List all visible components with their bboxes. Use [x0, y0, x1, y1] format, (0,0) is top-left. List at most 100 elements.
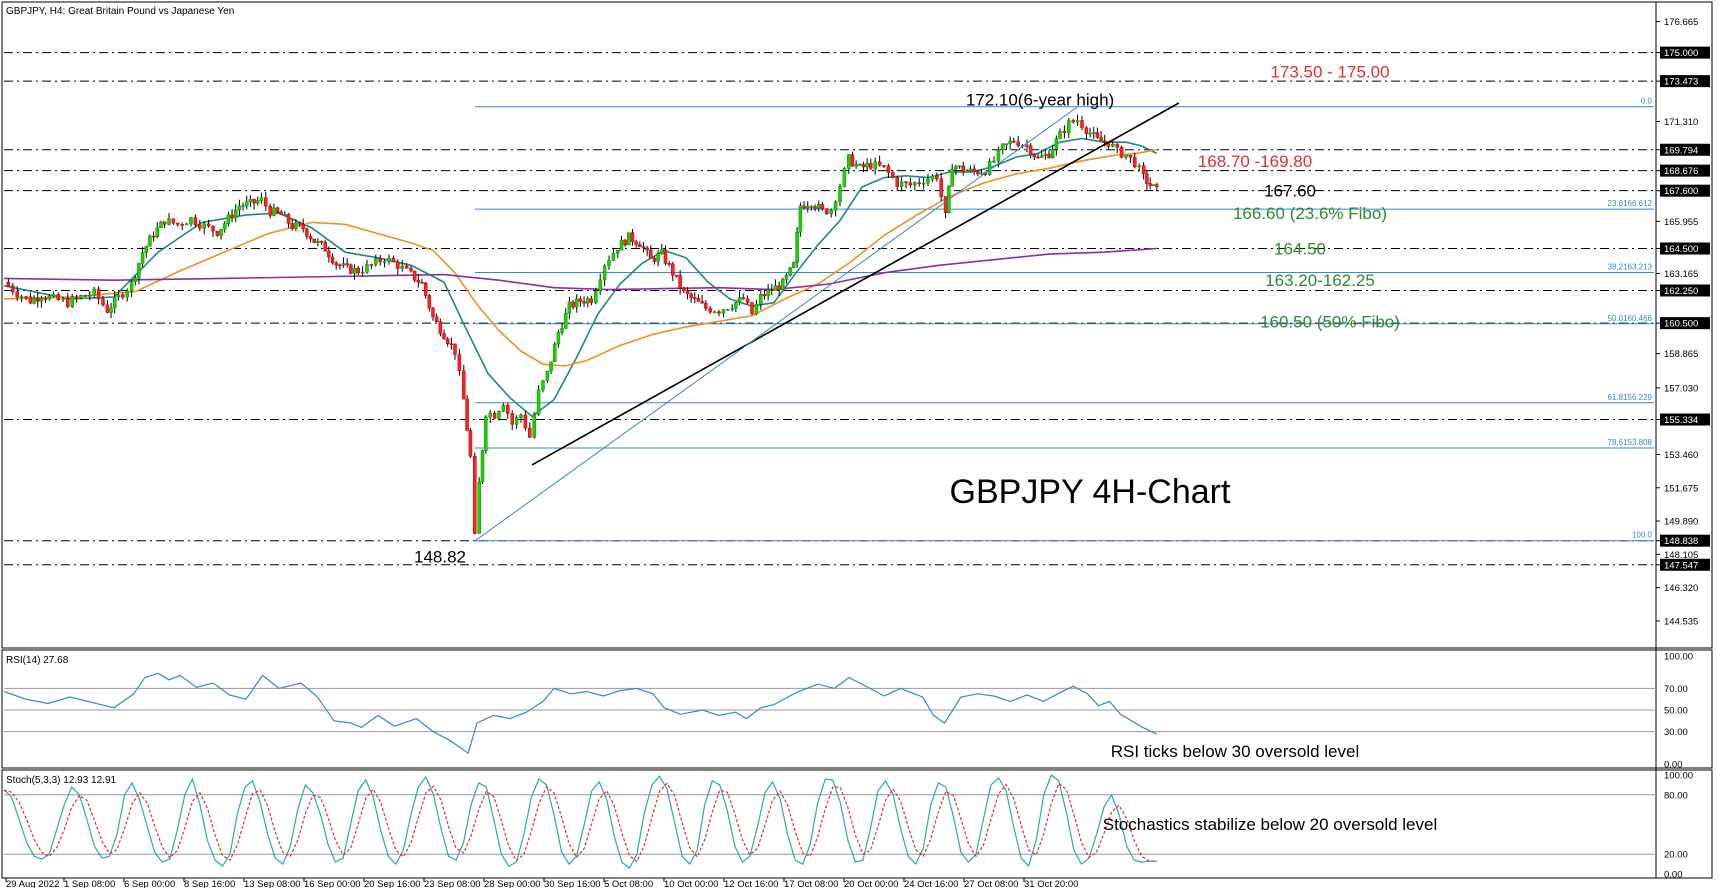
candle-body [954, 166, 958, 170]
candle-body [248, 198, 253, 202]
candle-body [51, 294, 56, 297]
candle-body [607, 260, 611, 267]
candle-body [979, 172, 984, 175]
candle-body [412, 270, 417, 281]
price-panel [1, 1, 1713, 649]
candle-body [116, 294, 121, 298]
price-tick-highlight [1660, 317, 1710, 330]
price-annotation: 164.50 [1274, 240, 1326, 259]
candle-body [1036, 156, 1040, 159]
candle-body [693, 297, 697, 299]
candle-body [798, 205, 803, 233]
rsi-tick-label: 50.00 [1664, 706, 1688, 717]
price-tick-label: 163.165 [1664, 269, 1698, 280]
price-tick-label: 160.500 [1664, 319, 1698, 330]
candle-body [850, 154, 855, 167]
rsi-header: RSI(14) 27.68 [6, 655, 69, 666]
x-tick-label: 29 Aug 2022 [6, 879, 59, 888]
candle-body [193, 217, 198, 226]
price-tick-label: 167.600 [1664, 186, 1698, 197]
candle-body [816, 204, 821, 209]
stoch-tick-label: 0.00 [1664, 870, 1683, 881]
candle-body [696, 298, 701, 302]
price-tick-label: 148.838 [1664, 536, 1698, 547]
candle-body [323, 242, 327, 252]
price-tick-label: 162.250 [1664, 286, 1698, 297]
x-tick-label: 20 Sep 16:00 [364, 879, 421, 888]
candle-body [847, 154, 851, 169]
fib-level-label: 50.0160.466 [1608, 314, 1653, 323]
candle-body [404, 265, 409, 269]
candle-body [109, 307, 113, 313]
x-tick-label: 31 Oct 20:00 [1024, 879, 1078, 888]
candle-body [913, 182, 917, 186]
candle-body [784, 274, 789, 280]
candle-body [268, 205, 272, 216]
rsi-tick-label: 70.00 [1664, 684, 1688, 695]
candle-body [396, 261, 400, 269]
candle-body [360, 271, 365, 274]
candle-body [939, 178, 943, 197]
candle-body [667, 263, 671, 265]
candle-body [886, 165, 891, 173]
candle-body [39, 298, 44, 302]
candle-body [619, 239, 624, 251]
candle-body [582, 301, 586, 304]
price-tick-highlight [1660, 558, 1710, 571]
candle-body [976, 171, 980, 175]
candle-body [492, 413, 497, 419]
candle-body [61, 298, 65, 301]
candle-body [950, 168, 954, 187]
candle-body [589, 298, 594, 303]
candle-body [788, 267, 792, 276]
candle-body [1115, 144, 1119, 148]
candle-body [987, 160, 992, 175]
price-tick-label: 165.955 [1664, 217, 1698, 228]
candle-body [290, 223, 294, 229]
candle-body [571, 301, 575, 308]
candle-body [420, 282, 424, 284]
stoch-annotation: Stochastics stabilize below 20 oversold … [1103, 815, 1438, 834]
price-tick-label: 151.675 [1664, 483, 1698, 494]
candle-body [1099, 137, 1103, 142]
candle-body [965, 170, 969, 173]
candle-body [445, 338, 450, 345]
candle-body [434, 316, 439, 322]
candle-body [159, 221, 163, 228]
candle-body [717, 311, 721, 314]
candle-body [704, 302, 708, 309]
candle-body [726, 309, 730, 311]
candle-body [477, 481, 481, 534]
price-tick-highlight [1660, 46, 1710, 59]
candle-body [112, 296, 117, 309]
candle-body [1039, 155, 1044, 158]
candle-body [180, 224, 184, 226]
price-tick-label: 155.334 [1664, 415, 1698, 426]
x-tick-label: 5 Oct 08:00 [604, 879, 653, 888]
candle-body [241, 205, 245, 208]
candle-body [567, 301, 572, 314]
price-tick-label: 144.535 [1664, 616, 1698, 627]
candle-body [652, 257, 657, 262]
candle-body [930, 175, 935, 180]
candle-body [144, 246, 149, 253]
candle-body [237, 205, 242, 211]
candle-body [842, 168, 847, 187]
candle-body [226, 214, 231, 224]
candle-body [312, 238, 316, 243]
moving-average-line [3, 137, 1158, 418]
candle-body [11, 285, 15, 293]
candle-body [259, 197, 264, 201]
candle-body [510, 413, 514, 425]
candle-body [611, 252, 616, 261]
x-tick-label: 20 Oct 00:00 [844, 879, 898, 888]
fib-level-label: 100.0 [1632, 531, 1653, 540]
candle-body [1084, 127, 1089, 134]
candle-body [19, 296, 24, 298]
x-tick-label: 6 Sep 00:00 [124, 879, 175, 888]
fib-anchor-line [474, 106, 1078, 542]
x-tick-label: 24 Oct 16:00 [904, 879, 958, 888]
candle-body [211, 225, 215, 232]
candle-body [594, 290, 598, 303]
